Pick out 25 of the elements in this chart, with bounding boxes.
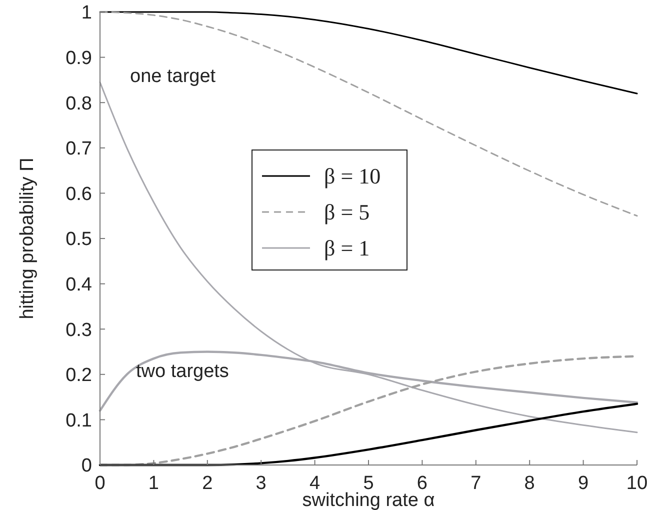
y-tick-label: 0.3 <box>66 320 92 341</box>
legend-label: β = 10 <box>324 164 381 189</box>
y-axis-title: hitting probability Π <box>17 158 38 320</box>
y-tick-label: 0.7 <box>66 138 92 160</box>
x-tick-label: 3 <box>256 473 266 494</box>
x-tick-label: 8 <box>524 473 535 494</box>
y-tick-label: 0.2 <box>66 365 92 386</box>
x-tick-label: 1 <box>148 473 159 494</box>
y-tick-label: 0.5 <box>66 229 92 250</box>
y-tick-label: 0.9 <box>66 48 92 69</box>
annotation: two targets <box>136 361 229 382</box>
x-tick-label: 2 <box>202 473 213 494</box>
y-tick-label: 0.1 <box>66 410 92 432</box>
y-tick-label: 0.4 <box>66 274 92 296</box>
y-tick-label: 0.6 <box>66 184 92 205</box>
y-tick-label: 0.8 <box>66 93 92 114</box>
x-tick-label: 10 <box>626 473 647 494</box>
x-tick-label: 9 <box>578 473 589 494</box>
legend-label: β = 1 <box>324 236 370 261</box>
legend-label: β = 5 <box>324 200 370 225</box>
y-tick-label: 0 <box>81 456 92 477</box>
x-tick-label: 7 <box>470 473 482 494</box>
x-tick-label: 0 <box>94 473 106 494</box>
annotation: one target <box>130 66 216 87</box>
y-tick-label: 1 <box>81 2 92 24</box>
